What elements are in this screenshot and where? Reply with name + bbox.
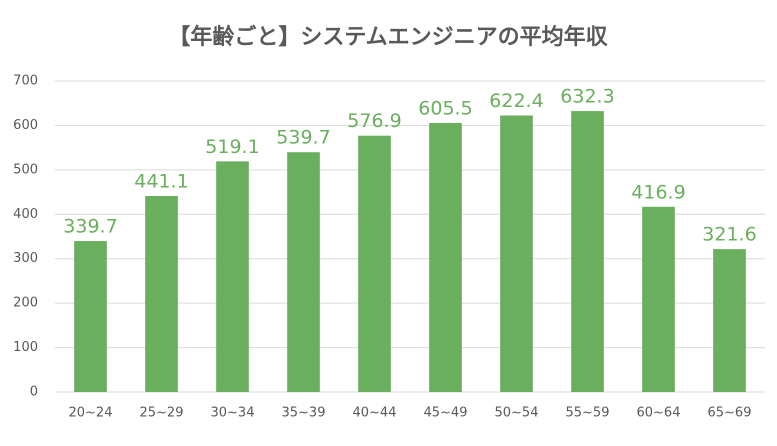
value-label: 441.1 (134, 171, 188, 193)
bar (358, 135, 391, 392)
x-tick-label: 20~24 (69, 406, 113, 421)
x-tick-label: 40~44 (353, 406, 397, 421)
y-tick-label: 500 (13, 162, 38, 177)
y-tick-label: 400 (13, 207, 38, 222)
x-tick-label: 45~49 (424, 406, 468, 421)
value-label: 416.9 (631, 181, 685, 203)
y-tick-label: 0 (30, 385, 38, 400)
x-tick-label: 30~34 (211, 406, 255, 421)
value-label: 632.3 (560, 86, 614, 108)
bar (145, 196, 178, 392)
bar (713, 249, 746, 392)
bar (571, 111, 604, 393)
bar (429, 122, 462, 393)
y-tick-label: 300 (13, 251, 38, 266)
x-tick-label: 50~54 (495, 406, 539, 421)
x-tick-label: 35~39 (282, 406, 326, 421)
y-tick-label: 700 (13, 74, 38, 89)
x-tick-label: 55~59 (566, 406, 610, 421)
bar (287, 152, 320, 392)
y-tick-label: 200 (13, 296, 38, 311)
bar (216, 161, 249, 392)
value-label: 519.1 (205, 136, 259, 158)
value-label: 622.4 (489, 90, 543, 112)
value-label: 539.7 (276, 127, 330, 149)
bar (500, 115, 533, 393)
y-tick-label: 100 (13, 340, 38, 355)
y-tick-label: 600 (13, 118, 38, 133)
bar (74, 241, 107, 392)
x-tick-label: 25~29 (140, 406, 184, 421)
x-tick-label: 60~64 (637, 406, 681, 421)
value-label: 339.7 (63, 216, 117, 238)
chart-title: 【年齢ごと】システムエンジニアの平均年収 (168, 24, 608, 50)
value-label: 321.6 (702, 224, 756, 246)
x-tick-label: 65~69 (708, 406, 752, 421)
value-label: 576.9 (347, 110, 401, 132)
bar (642, 206, 675, 392)
value-label: 605.5 (418, 97, 472, 119)
